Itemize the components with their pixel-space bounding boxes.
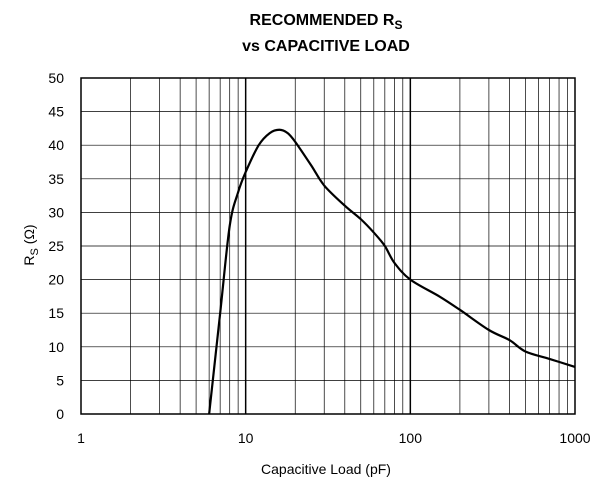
x-tick-label: 1000 [559,430,590,446]
y-tick-label: 50 [48,70,64,86]
y-tick-label: 45 [48,104,64,120]
x-tick-label: 10 [238,430,254,446]
grid-layer [81,78,575,414]
plot-frame [80,77,576,415]
series-line-0 [208,128,576,415]
y-tick-label: 0 [56,406,64,422]
y-tick-label: 25 [48,238,64,254]
y-tick-label: 30 [48,204,64,220]
y-tick-label: 20 [48,272,64,288]
chart-title-subscript: S [394,18,402,32]
y-tick-label: 5 [56,372,64,388]
chart-title-line1: RECOMMENDED RS [250,12,403,32]
y-axis-label-main: R [21,255,37,265]
x-tick-label: 100 [399,430,423,446]
y-tick-label: 35 [48,171,64,187]
y-tick-label: 10 [48,339,64,355]
x-axis-label: Capacitive Load (pF) [261,461,391,477]
y-axis-label-subscript: S [29,248,41,255]
x-tick-labels: 1 10 100 1000 [77,430,591,446]
chart-title-line2: vs CAPACITIVE LOAD [242,38,410,55]
y-axis-label-unit: (Ω) [21,224,37,248]
series-layer [208,128,576,415]
y-axis-label: RS (Ω) [21,224,41,265]
x-tick-label: 1 [77,430,85,446]
chart-title-main: RECOMMENDED R [250,12,395,29]
y-tick-labels: 0 5 10 15 20 25 30 35 40 45 50 [48,70,64,422]
y-tick-label: 15 [48,305,64,321]
y-tick-label: 40 [48,137,64,153]
